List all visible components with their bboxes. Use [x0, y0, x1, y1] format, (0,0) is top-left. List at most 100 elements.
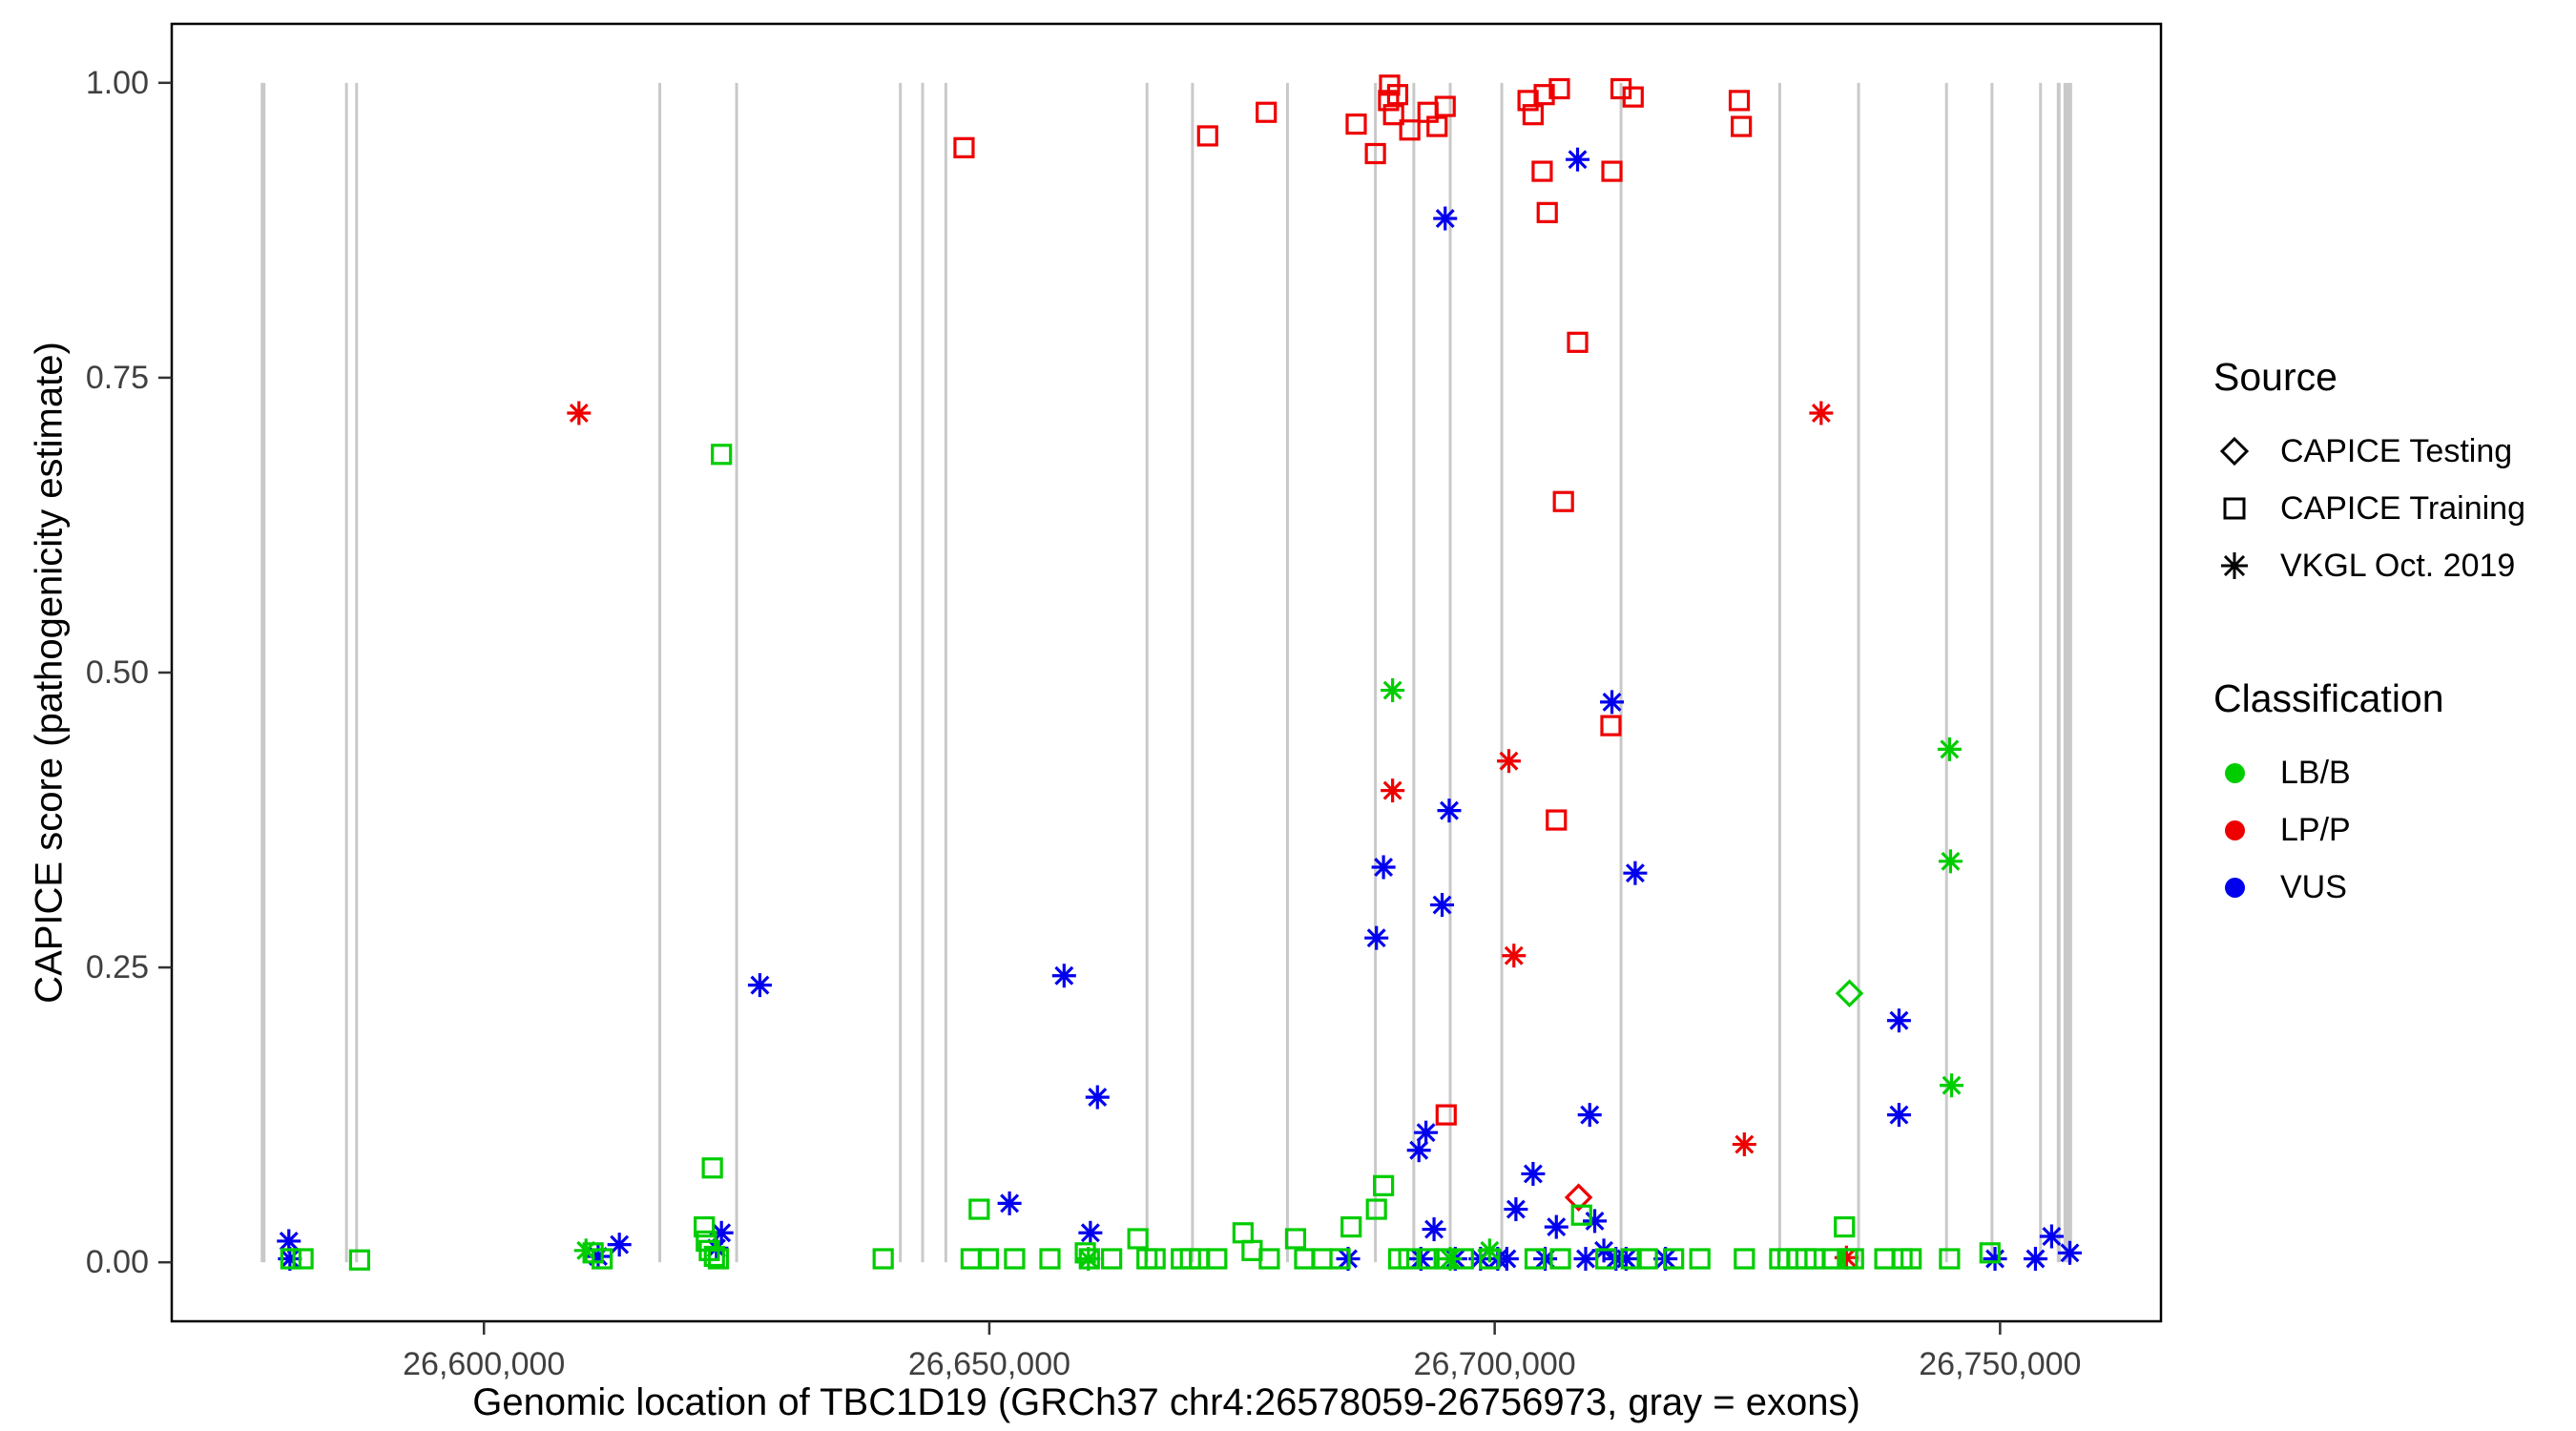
data-point: [1382, 104, 1404, 126]
data-point: [1435, 1104, 1457, 1126]
data-point: [1430, 893, 1455, 918]
data-point: [567, 401, 592, 425]
data-point: [1381, 778, 1405, 803]
data-point: [280, 1248, 301, 1270]
square-marker: [1548, 77, 1570, 100]
legend-item-capice-training: CAPICE Training: [2213, 480, 2557, 537]
legend-source-title: Source: [2213, 355, 2337, 399]
data-point: [1039, 1248, 1061, 1270]
square-marker: [1622, 86, 1644, 108]
data-point: [1979, 1242, 2001, 1264]
data-point: [1600, 715, 1622, 736]
data-point: [1622, 86, 1644, 108]
legend-item-label: CAPICE Training: [2280, 489, 2525, 527]
asterisk-marker: [1602, 692, 1622, 712]
square-marker: [1536, 201, 1558, 223]
legend-source-group: Source CAPICE Testing CAPICE Training: [2213, 355, 2557, 594]
square-marker: [1570, 1204, 1592, 1226]
data-point: [1524, 1248, 1547, 1270]
data-point: [997, 1191, 1022, 1215]
square-marker: [1522, 104, 1544, 126]
square-marker: [1398, 1248, 1420, 1270]
data-point: [1371, 855, 1396, 880]
data-point: [872, 1248, 894, 1270]
asterisk-marker: [1054, 965, 1074, 985]
data-point: [1418, 1248, 1440, 1270]
square-marker: [1663, 1248, 1685, 1270]
x-tick-label: 26,600,000: [403, 1346, 565, 1382]
asterisk-marker: [1735, 1134, 1755, 1154]
asterisk-marker: [1616, 1249, 1636, 1269]
asterisk-marker: [1382, 780, 1402, 800]
asterisk-marker: [1585, 1211, 1605, 1231]
legend-item-label: VUS: [2280, 868, 2347, 905]
data-point: [1835, 979, 1864, 1008]
asterisk-marker: [1080, 1223, 1100, 1243]
y-tick-label: 0.00: [86, 1244, 149, 1280]
data-point: [1284, 1228, 1307, 1250]
data-point: [701, 1157, 723, 1179]
square-marker: [292, 1248, 314, 1270]
data-point: [977, 1248, 999, 1270]
asterisk-marker: [1439, 800, 1459, 820]
square-marker: [1731, 115, 1753, 137]
square-marker: [1601, 160, 1623, 182]
legend-item-vus: VUS: [2213, 859, 2557, 916]
data-point: [2057, 1240, 2082, 1265]
square-marker: [1258, 1248, 1280, 1270]
square-marker: [1340, 1215, 1362, 1238]
y-tick-label: 0.50: [86, 654, 149, 691]
legend-item-vkgl: VKGL Oct. 2019: [2213, 537, 2557, 594]
data-point: [1364, 142, 1386, 165]
square-marker: [280, 1248, 301, 1270]
data-point: [1983, 1246, 2007, 1271]
square-marker: [977, 1248, 999, 1270]
data-point: [707, 1248, 730, 1270]
data-point: [1552, 490, 1574, 512]
data-point: [1544, 1214, 1568, 1239]
data-point: [1689, 1248, 1711, 1270]
data-point: [1051, 964, 1076, 988]
data-point: [1734, 1248, 1755, 1270]
y-tick-label: 1.00: [86, 65, 149, 101]
square-marker: [1418, 1248, 1440, 1270]
data-point: [1496, 749, 1521, 774]
data-point: [1531, 160, 1553, 182]
data-point: [1206, 1248, 1228, 1270]
asterisk-marker: [569, 404, 589, 423]
data-point: [1566, 147, 1590, 172]
asterisk-marker: [1568, 150, 1588, 170]
asterisk-marker: [1889, 1105, 1909, 1125]
square-marker: [1426, 115, 1448, 137]
data-point: [1340, 1215, 1362, 1238]
data-point: [953, 136, 975, 158]
data-point: [607, 1233, 632, 1257]
square-marker: [1294, 1248, 1316, 1270]
data-point: [1004, 1248, 1026, 1270]
data-point: [1365, 1198, 1387, 1220]
square-marker: [1901, 1248, 1922, 1270]
asterisk-marker: [1000, 1193, 1020, 1213]
square-marker: [1939, 1248, 1961, 1270]
legend-item-label: CAPICE Testing: [2280, 432, 2513, 469]
data-point: [1414, 1120, 1439, 1145]
square-icon: [2213, 487, 2255, 529]
asterisk-marker: [576, 1240, 596, 1260]
asterisk-marker: [1985, 1249, 2005, 1269]
square-marker: [1734, 1248, 1755, 1270]
asterisk-marker: [1580, 1105, 1600, 1125]
data-point: [1144, 1248, 1166, 1270]
data-point: [1548, 77, 1570, 100]
legend-classification-group: Classification LB/B LP/P VUS: [2213, 676, 2557, 916]
square-marker: [1206, 1248, 1228, 1270]
asterisk-marker: [1940, 739, 1960, 759]
square-marker: [1874, 1248, 1896, 1270]
square-marker: [1842, 1248, 1864, 1270]
data-point: [1076, 1246, 1101, 1271]
data-point: [1311, 1248, 1333, 1270]
asterisk-marker: [279, 1231, 299, 1251]
data-point: [1567, 331, 1589, 353]
data-point: [1127, 1228, 1149, 1250]
